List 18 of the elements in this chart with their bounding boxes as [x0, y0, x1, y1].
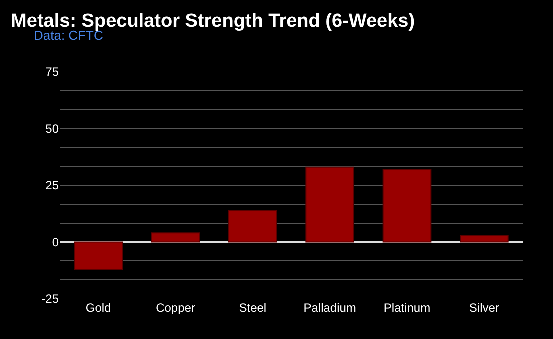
bar [151, 232, 200, 243]
bar [306, 166, 355, 243]
x-tick-label: Gold [86, 301, 112, 315]
bar [74, 242, 124, 270]
chart-title: Metals: Speculator Strength Trend (6-Weeks) [11, 10, 416, 32]
bar [228, 210, 278, 243]
bar [382, 169, 432, 243]
bar [460, 234, 509, 243]
x-tick-label: Palladium [304, 301, 356, 315]
x-tick-label: Copper [156, 301, 196, 315]
x-tick-label: Platinum [384, 301, 431, 315]
y-tick-label: 25 [46, 178, 60, 193]
y-tick-label: 75 [46, 65, 60, 80]
x-tick-label: Silver [469, 301, 500, 315]
x-tick-label: Steel [239, 301, 267, 315]
y-tick-label: -25 [42, 292, 60, 306]
y-tick-label: 50 [46, 122, 60, 136]
y-tick-label: 0 [52, 235, 60, 250]
